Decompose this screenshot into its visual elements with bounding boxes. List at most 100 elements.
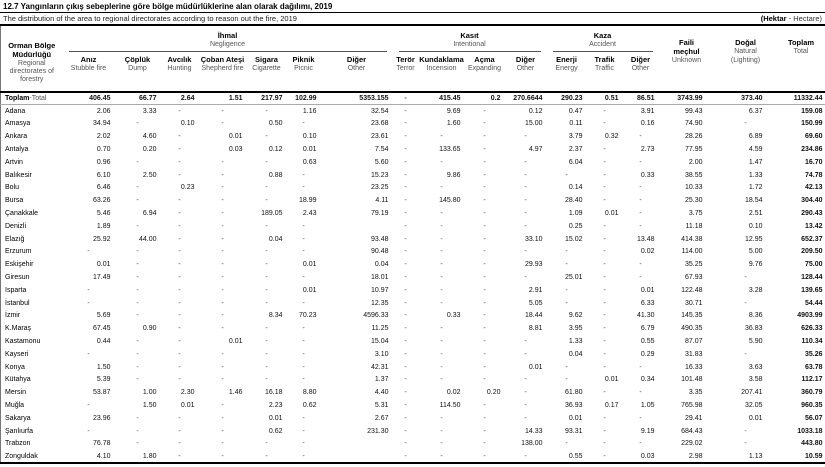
table-cell: - <box>603 389 606 397</box>
table-cell: - <box>639 210 642 218</box>
table-cell: - <box>404 261 407 269</box>
table-cell: 6.89 <box>748 133 763 141</box>
table-cell: - <box>483 210 486 218</box>
table-cell: - <box>221 376 224 384</box>
table-cell: - <box>302 299 305 307</box>
table-cell: 1033.18 <box>797 427 823 435</box>
table-cell: 35.26 <box>804 350 823 358</box>
table-cell: - <box>265 184 268 192</box>
table-cell: 99.43 <box>684 107 703 115</box>
table-cell: 14.33 <box>524 427 543 435</box>
table-cell: 90.48 <box>370 248 389 256</box>
table-cell: 1.05 <box>640 402 655 410</box>
table-cell: - <box>483 235 486 243</box>
table-row: Şanlıurfa - - - - 0.62 - 231.30 - - - 14.33 93.31 - 9.… <box>1 425 825 438</box>
table-cell: - <box>639 389 642 397</box>
table-cell: 1.13 <box>748 452 763 460</box>
table-cell: - <box>404 171 407 179</box>
table-cell: 74.78 <box>804 171 823 179</box>
table-cell: 0.32 <box>604 133 619 141</box>
table-cell: 1.72 <box>748 184 763 192</box>
table-cell: 0.2 <box>464 92 505 106</box>
table-cell: 406.45 <box>62 92 115 106</box>
table-cell: - <box>603 146 606 154</box>
table-cell: 652.37 <box>801 235 823 243</box>
table-row: Konya 1.50 - - - - - 42.31 - - - 0.01 - - - 16.33 3.63 63… <box>1 361 825 374</box>
table-cell: - <box>524 158 527 166</box>
column-header-diger-kasit: Diğer Other <box>515 55 536 72</box>
table-cell: 2.37 <box>568 146 583 154</box>
table-cell: - <box>404 197 407 205</box>
table-cell: 114.00 <box>681 248 703 256</box>
table-cell: - <box>404 107 407 115</box>
table-cell: - <box>603 197 606 205</box>
table-cell: 9.69 <box>446 107 461 115</box>
table-cell: - <box>136 440 139 448</box>
table-cell: - <box>744 299 747 307</box>
table-cell: - <box>603 120 606 128</box>
table-cell: - <box>524 222 527 230</box>
table-cell: 0.01 <box>228 133 243 141</box>
table-cell: - <box>603 427 606 435</box>
table-cell: - <box>603 299 606 307</box>
table-cell: 66.77 <box>114 92 161 106</box>
table-cell: - <box>178 210 181 218</box>
table-cell: - <box>221 248 224 256</box>
table-cell: 304.40 <box>801 197 823 205</box>
table-cell: 3.75 <box>688 210 703 218</box>
table-cell: 0.10 <box>180 120 195 128</box>
table-cell: - <box>440 414 443 422</box>
table-cell: - <box>302 274 305 282</box>
table-cell: 1.09 <box>568 210 583 218</box>
table-cell: - <box>404 338 407 346</box>
table-cell: - <box>178 363 181 371</box>
table-cell: 86.51 <box>622 92 659 106</box>
table-cell: - <box>136 261 139 269</box>
table-cell: 11.18 <box>685 222 703 230</box>
table-cell: 0.23 <box>180 184 195 192</box>
table-cell: 0.20 <box>142 146 157 154</box>
table-cell: 5.90 <box>748 338 763 346</box>
table-cell: - <box>221 452 224 460</box>
row-label: Konya <box>5 363 25 371</box>
table-cell: 0.55 <box>568 452 583 460</box>
table-cell: 6.79 <box>640 325 655 333</box>
table-cell: - <box>302 171 305 179</box>
table-cell: 0.02 <box>640 248 655 256</box>
table-cell: 0.62 <box>268 427 283 435</box>
table-row: İzmir 5.69 - - - 8.34 70.23 4596.33 - 0.33 - 18.44 9… <box>1 310 825 323</box>
table-cell: - <box>404 363 407 371</box>
table-cell: 0.01 <box>640 286 655 294</box>
table-cell: 373.40 <box>714 92 777 106</box>
table-cell: 9.86 <box>446 171 461 179</box>
table-cell: - <box>221 158 224 166</box>
table-cell: 8.81 <box>528 325 543 333</box>
table-cell: - <box>136 363 139 371</box>
table-cell: - <box>265 274 268 282</box>
table-cell: 0.44 <box>96 338 111 346</box>
table-cell: 3.95 <box>568 325 583 333</box>
table-cell: - <box>221 414 224 422</box>
table-cell: 0.10 <box>748 222 763 230</box>
table-cell: 13.42 <box>804 222 823 230</box>
table-row: Sakarya 23.96 - - - 0.01 - 2.67 - - - - 0.01 - - 29.41 0… <box>1 412 825 425</box>
table-cell: - <box>404 452 407 460</box>
table-row: Kütahya 5.39 - - - - - 1.37 - - - - - 0.01 0.34 101.48 3… <box>1 374 825 387</box>
table-cell: - <box>87 299 90 307</box>
table-cell: 1.80 <box>142 452 157 460</box>
table-cell: - <box>302 222 305 230</box>
group-negligence-tr: İhmal <box>217 31 238 40</box>
table-row: Erzurum - - - - - - 90.48 - - - - - - 0.02 114.00 5.00 20… <box>1 246 825 259</box>
table-cell: 5.05 <box>528 299 543 307</box>
table-cell: 32.05 <box>744 402 763 410</box>
table-cell: - <box>603 286 606 294</box>
table-cell: 0.03 <box>228 146 243 154</box>
table-cell: 0.10 <box>302 133 317 141</box>
table-cell: - <box>404 158 407 166</box>
table-cell: - <box>178 440 181 448</box>
table-cell: - <box>639 197 642 205</box>
table-cell: - <box>483 414 486 422</box>
table-cell: - <box>302 363 305 371</box>
table-cell: 234.86 <box>801 146 823 154</box>
table-cell: 4903.99 <box>797 312 823 320</box>
